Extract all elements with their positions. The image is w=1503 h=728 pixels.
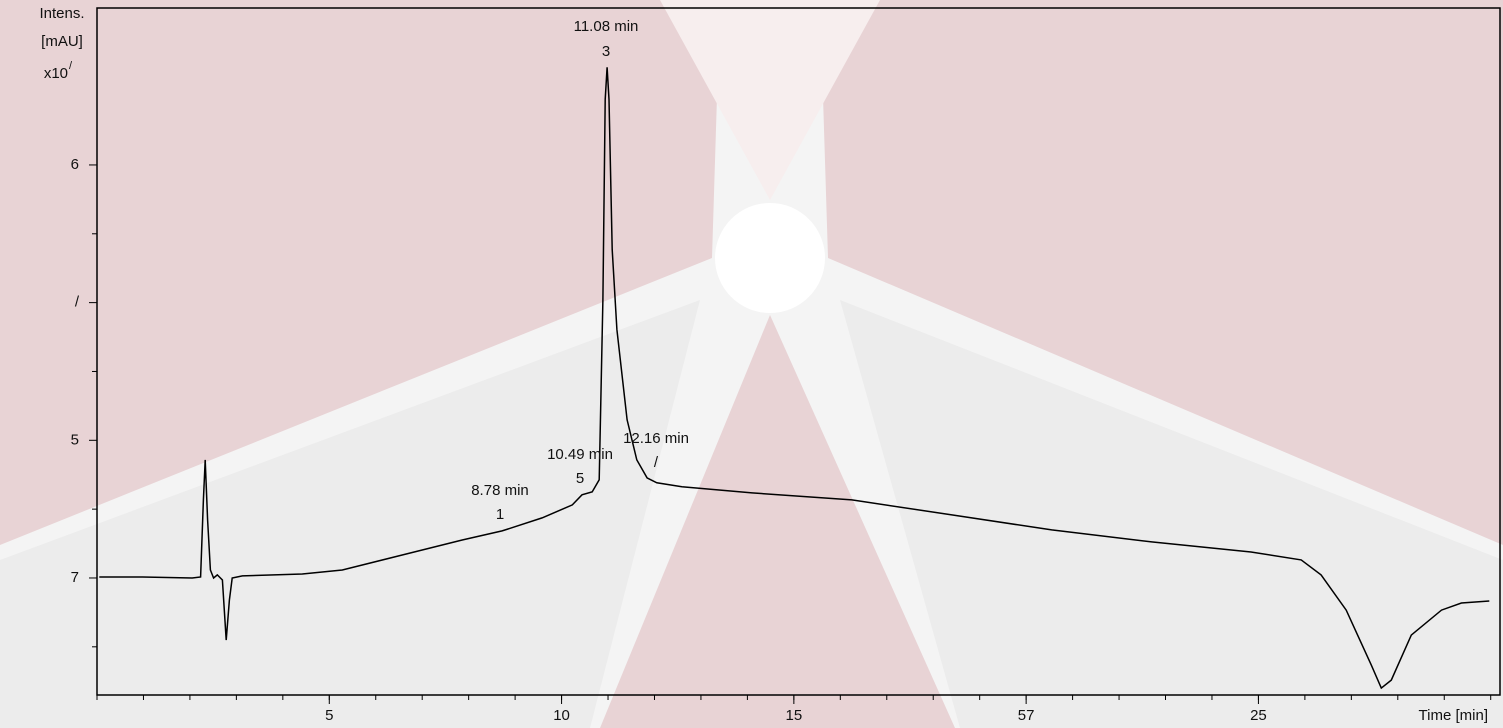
x-tick-label: 25 <box>1250 707 1267 724</box>
y-tick-label: 7 <box>71 569 79 586</box>
y-tick-label: / <box>75 294 80 311</box>
peak-number: 1 <box>496 506 504 523</box>
y-label-line: [mAU] <box>41 33 83 50</box>
peak-number: 5 <box>576 470 584 487</box>
peak-number: 3 <box>602 43 610 60</box>
x-tick-label: 15 <box>786 707 803 724</box>
y-scale-exponent: / <box>69 60 73 72</box>
y-tick-label: 6 <box>71 156 79 173</box>
peak-number: / <box>654 454 659 471</box>
x-tick-label: 57 <box>1018 707 1035 724</box>
peak-label: 12.16 min <box>623 430 689 447</box>
plot-frame <box>96 7 1501 696</box>
y-label-line: Intens. <box>39 5 84 22</box>
y-axis-label: Intens. [mAU] x10 / <box>39 5 84 82</box>
trace <box>99 67 1490 690</box>
x-axis-label: Time [min] <box>1419 707 1488 724</box>
x-tick-label: 10 <box>553 707 570 724</box>
peak-label: 10.49 min <box>547 446 613 463</box>
peak-label: 8.78 min <box>471 482 529 499</box>
peak-label: 11.08 min <box>574 18 639 35</box>
y-tick-label: 5 <box>71 431 79 448</box>
y-scale: x10 <box>44 65 68 82</box>
x-tick-label: 5 <box>325 707 333 724</box>
